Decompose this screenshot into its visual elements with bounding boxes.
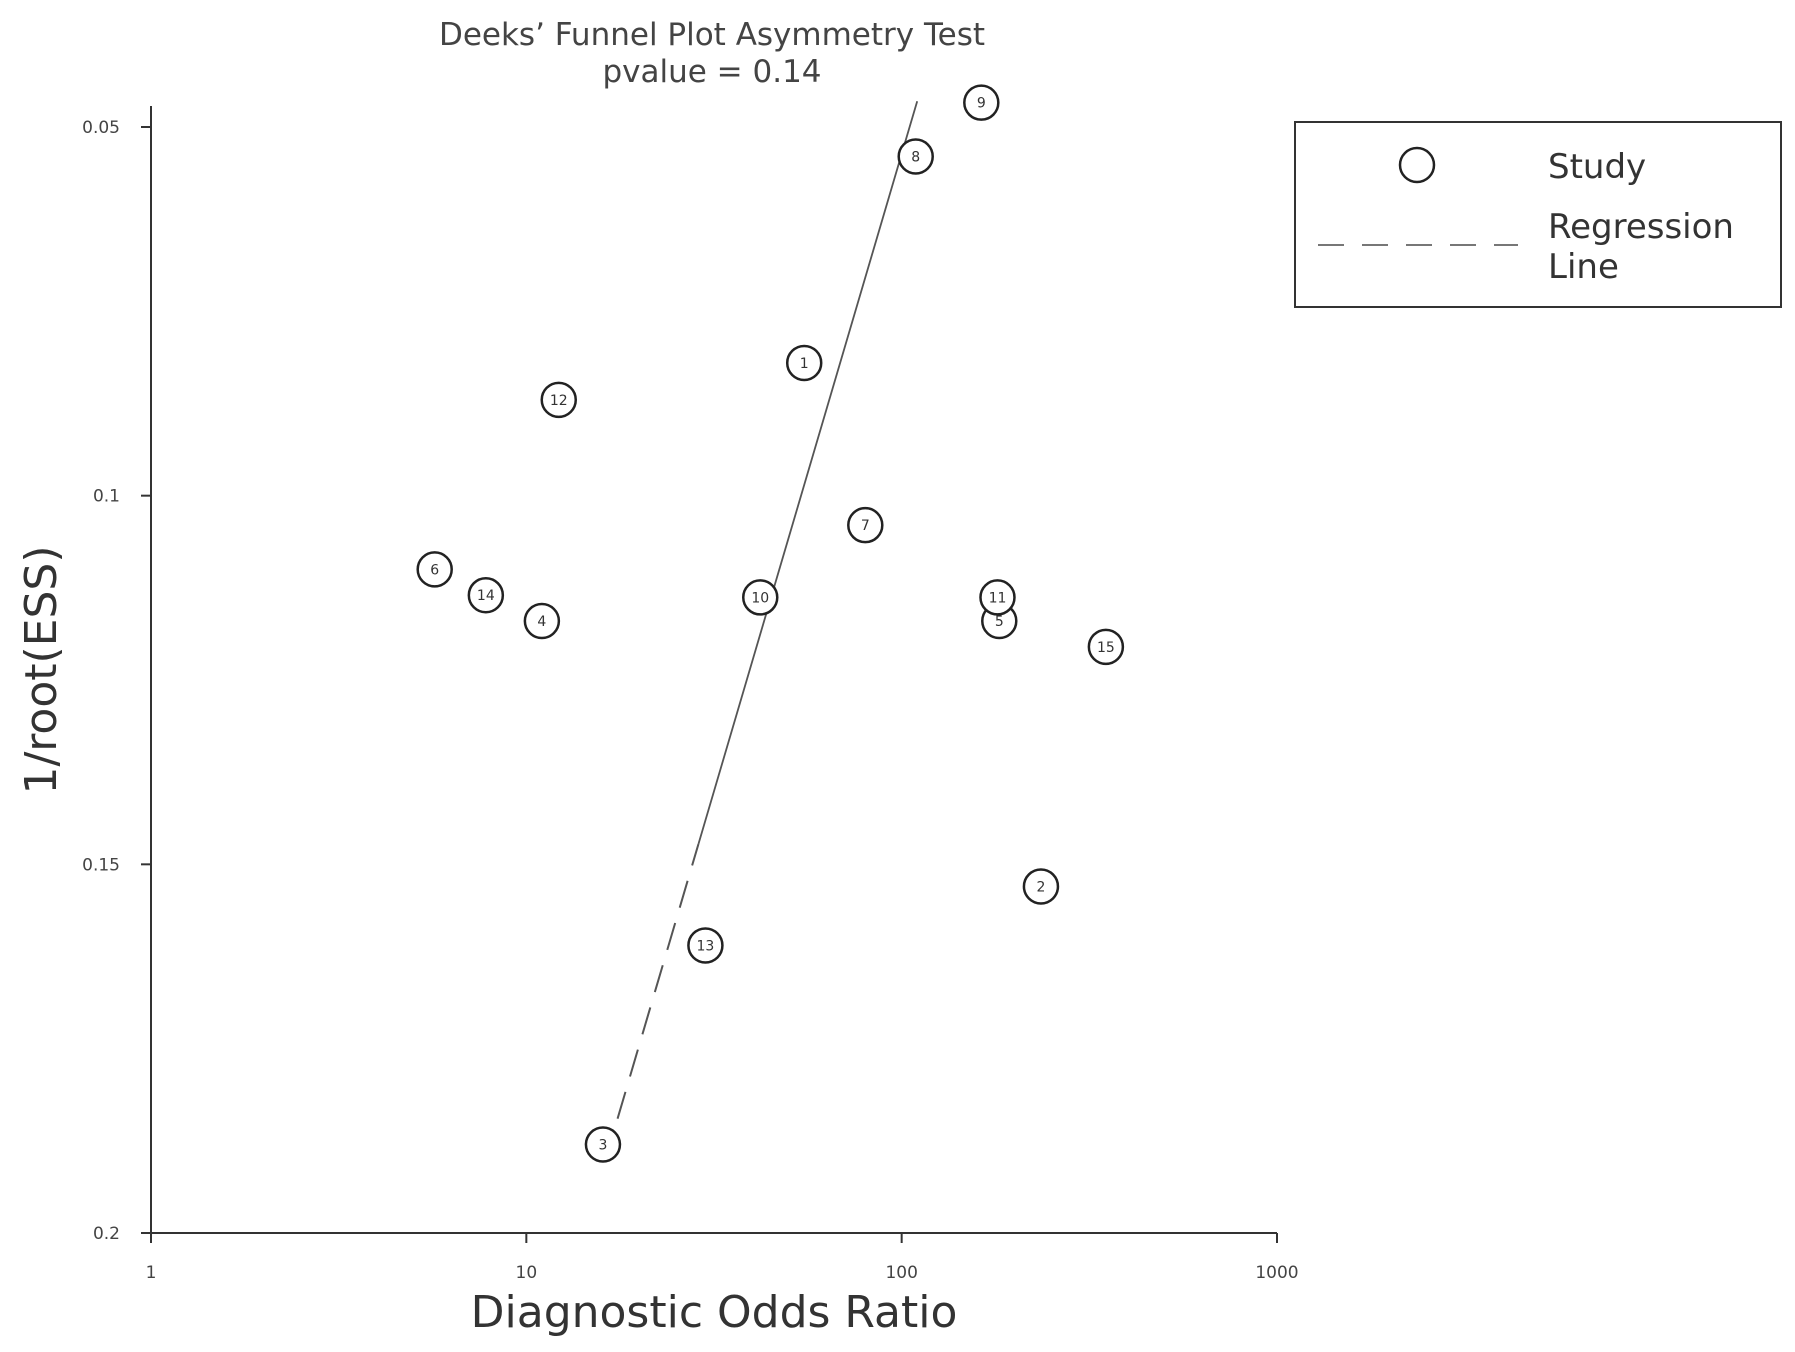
regression-line-group bbox=[616, 100, 919, 1119]
study-point-label: 8 bbox=[911, 149, 920, 165]
regression-line-dashed bbox=[616, 843, 700, 1119]
study-point-9 bbox=[963, 84, 1000, 121]
study-point-4 bbox=[523, 602, 561, 640]
axes bbox=[150, 106, 1277, 1234]
study-point-label: 13 bbox=[696, 938, 714, 954]
study-point-15 bbox=[1087, 628, 1125, 666]
legend-study-label: Study bbox=[1548, 147, 1646, 187]
regression-line-solid bbox=[697, 100, 919, 845]
study-point-1 bbox=[785, 344, 823, 382]
y-ticks: 0.05 0.1 0.15 0.2 bbox=[82, 118, 151, 1244]
y-tick-label: 0.05 bbox=[82, 118, 120, 138]
study-point-7 bbox=[847, 506, 884, 544]
study-point-label: 3 bbox=[598, 1138, 607, 1154]
study-point-14 bbox=[467, 576, 505, 614]
study-point-label: 14 bbox=[477, 588, 495, 604]
study-point-13 bbox=[687, 927, 724, 964]
study-point-label: 2 bbox=[1036, 879, 1045, 895]
legend-regression-label-line1: Regression bbox=[1548, 207, 1734, 247]
study-point-3 bbox=[584, 1126, 622, 1163]
study-point-label: 1 bbox=[800, 356, 809, 372]
y-tick-label: 0.2 bbox=[93, 1224, 120, 1244]
study-point-label: 7 bbox=[861, 518, 870, 534]
study-point-label: 10 bbox=[751, 590, 769, 606]
legend: Study Regression Line bbox=[1294, 121, 1782, 308]
study-point-10 bbox=[742, 579, 779, 616]
study-point-label: 9 bbox=[977, 96, 986, 112]
x-tick-label: 10 bbox=[516, 1263, 538, 1283]
study-point-label: 4 bbox=[537, 614, 546, 630]
x-tick-label: 1 bbox=[146, 1263, 157, 1283]
x-ticks: 1 10 100 1000 bbox=[146, 1233, 1299, 1283]
y-tick-label: 0.1 bbox=[93, 487, 120, 507]
x-axis-label: Diagnostic Odds Ratio bbox=[471, 1287, 958, 1338]
legend-regression-label-line2: Line bbox=[1548, 247, 1619, 287]
y-tick-label: 0.15 bbox=[82, 855, 120, 875]
y-axis-label: 1/root(ESS) bbox=[16, 545, 67, 794]
legend-study-marker bbox=[1398, 146, 1436, 184]
study-point-label: 6 bbox=[430, 562, 439, 578]
x-tick-label: 1000 bbox=[1255, 1263, 1298, 1283]
legend-box bbox=[1294, 121, 1782, 308]
study-point-12 bbox=[540, 381, 577, 419]
study-point-8 bbox=[897, 138, 934, 175]
x-tick-label: 100 bbox=[885, 1263, 917, 1283]
study-point-label: 15 bbox=[1097, 640, 1115, 656]
study-point-label: 5 bbox=[995, 614, 1004, 630]
study-point-label: 11 bbox=[989, 590, 1007, 606]
study-point-11 bbox=[979, 579, 1016, 616]
study-point-label: 12 bbox=[550, 393, 568, 409]
study-point-6 bbox=[416, 551, 453, 588]
chart-title: Deeks’ Funnel Plot Asymmetry Test bbox=[439, 17, 985, 53]
study-point-2 bbox=[1022, 868, 1060, 905]
chart-subtitle: pvalue = 0.14 bbox=[602, 54, 821, 90]
